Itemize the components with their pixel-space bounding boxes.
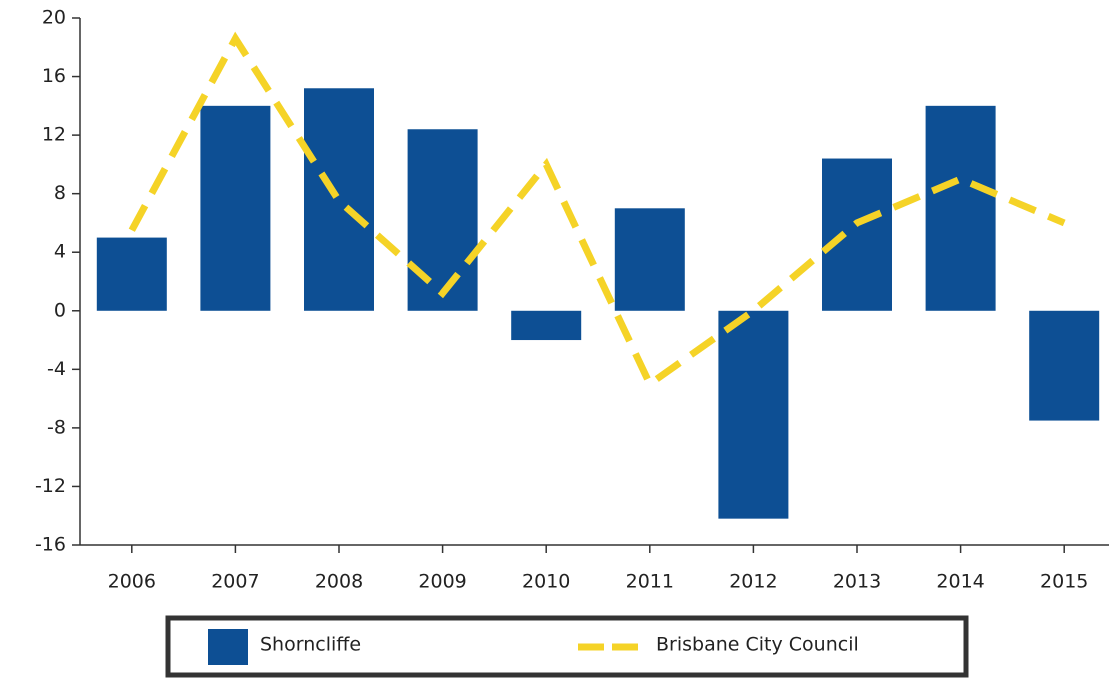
x-tick-label: 2013 [833, 571, 881, 593]
y-tick-label: 12 [42, 124, 66, 146]
y-tick-label: 20 [42, 7, 66, 29]
y-tick-label: -16 [35, 534, 66, 556]
bar [822, 158, 892, 311]
bar [200, 105, 271, 311]
x-tick-label: 2014 [936, 571, 984, 593]
x-tick-label: 2007 [211, 571, 259, 593]
x-tick-label: 2015 [1040, 571, 1088, 593]
bar [96, 237, 167, 311]
x-tick-label: 2006 [108, 571, 156, 593]
x-tick-label: 2008 [315, 571, 363, 593]
bar [614, 208, 685, 311]
y-tick-label: -4 [47, 358, 66, 380]
y-tick-label: 8 [54, 182, 66, 204]
x-tick-label: 2009 [418, 571, 466, 593]
legend-box [165, 615, 969, 678]
x-tick-label: 2010 [522, 571, 570, 593]
bar [718, 310, 789, 519]
legend-label: Brisbane City Council [656, 634, 859, 656]
legend-label: Shorncliffe [260, 634, 361, 656]
x-tick-label: 2012 [729, 571, 777, 593]
legend-swatch [208, 629, 248, 665]
y-tick-label: -12 [35, 475, 66, 497]
bar [407, 129, 478, 311]
bar [511, 310, 582, 341]
bar [1029, 310, 1100, 421]
y-tick-label: 16 [42, 65, 66, 87]
line [128, 31, 1066, 390]
y-tick-label: 4 [54, 241, 66, 263]
y-tick-label: 0 [54, 299, 66, 321]
bar [925, 105, 996, 311]
y-tick-label: -8 [47, 416, 66, 438]
x-tick-label: 2011 [626, 571, 674, 593]
bar [304, 88, 374, 311]
